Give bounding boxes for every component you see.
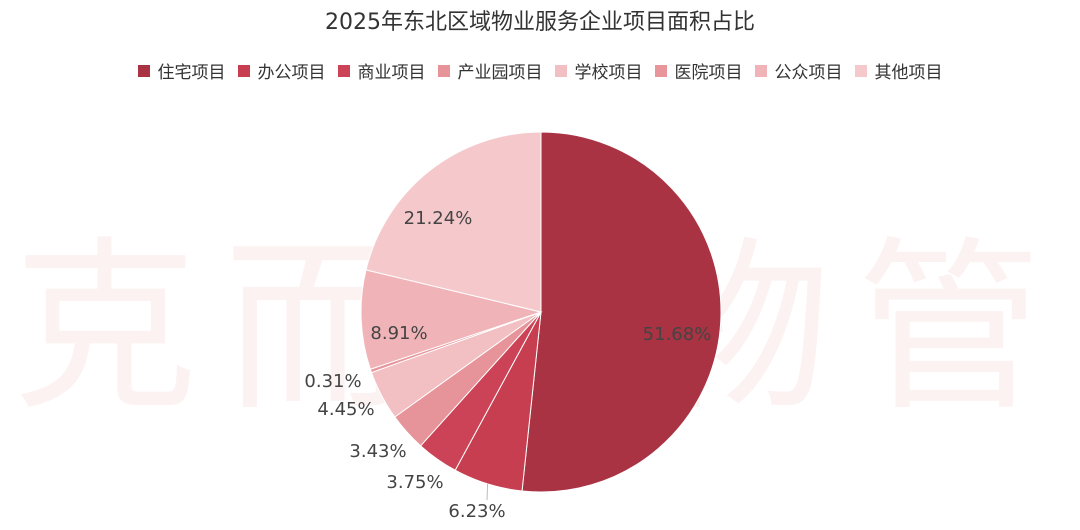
- slice-label: 6.23%: [448, 501, 505, 522]
- slice-label: 21.24%: [404, 208, 473, 229]
- legend-swatch: [237, 64, 250, 77]
- slice-label: 3.43%: [349, 441, 406, 462]
- chart-title: 2025年东北区域物业服务企业项目面积占比: [325, 10, 755, 35]
- legend-item: 学校项目: [554, 58, 643, 83]
- legend-item: 办公项目: [237, 58, 326, 83]
- legend-label: 住宅项目: [157, 63, 226, 83]
- pie-slice: [365, 131, 542, 313]
- pie-slice: [360, 269, 543, 370]
- legend-swatch: [437, 64, 450, 77]
- legend-item: 住宅项目: [137, 58, 226, 83]
- legend-item: 商业项目: [337, 58, 426, 83]
- legend-label: 其他项目: [874, 63, 943, 83]
- legend-item: 医院项目: [654, 58, 743, 83]
- leader-line: [486, 483, 489, 501]
- legend-swatch: [337, 64, 350, 77]
- legend: 住宅项目 办公项目 商业项目 产业园项目 学校项目 医院项目 公众项目 其他项目: [0, 58, 1080, 83]
- legend-label: 商业项目: [357, 63, 426, 83]
- slice-label: 4.45%: [317, 399, 374, 420]
- legend-item: 公众项目: [754, 58, 843, 83]
- slice-label: 0.31%: [304, 371, 361, 392]
- legend-swatch: [854, 64, 867, 77]
- legend-label: 产业园项目: [457, 63, 543, 83]
- legend-label: 医院项目: [674, 63, 743, 83]
- legend-swatch: [137, 64, 150, 77]
- legend-swatch: [554, 64, 567, 77]
- pie-slice: [521, 131, 722, 493]
- slice-label: 51.68%: [643, 324, 712, 345]
- legend-label: 学校项目: [574, 63, 643, 83]
- legend-label: 办公项目: [257, 63, 326, 83]
- legend-swatch: [654, 64, 667, 77]
- legend-swatch: [754, 64, 767, 77]
- legend-label: 公众项目: [774, 63, 843, 83]
- legend-item: 其他项目: [854, 58, 943, 83]
- legend-item: 产业园项目: [437, 58, 543, 83]
- slice-label: 3.75%: [386, 472, 443, 493]
- slice-label: 8.91%: [370, 323, 427, 344]
